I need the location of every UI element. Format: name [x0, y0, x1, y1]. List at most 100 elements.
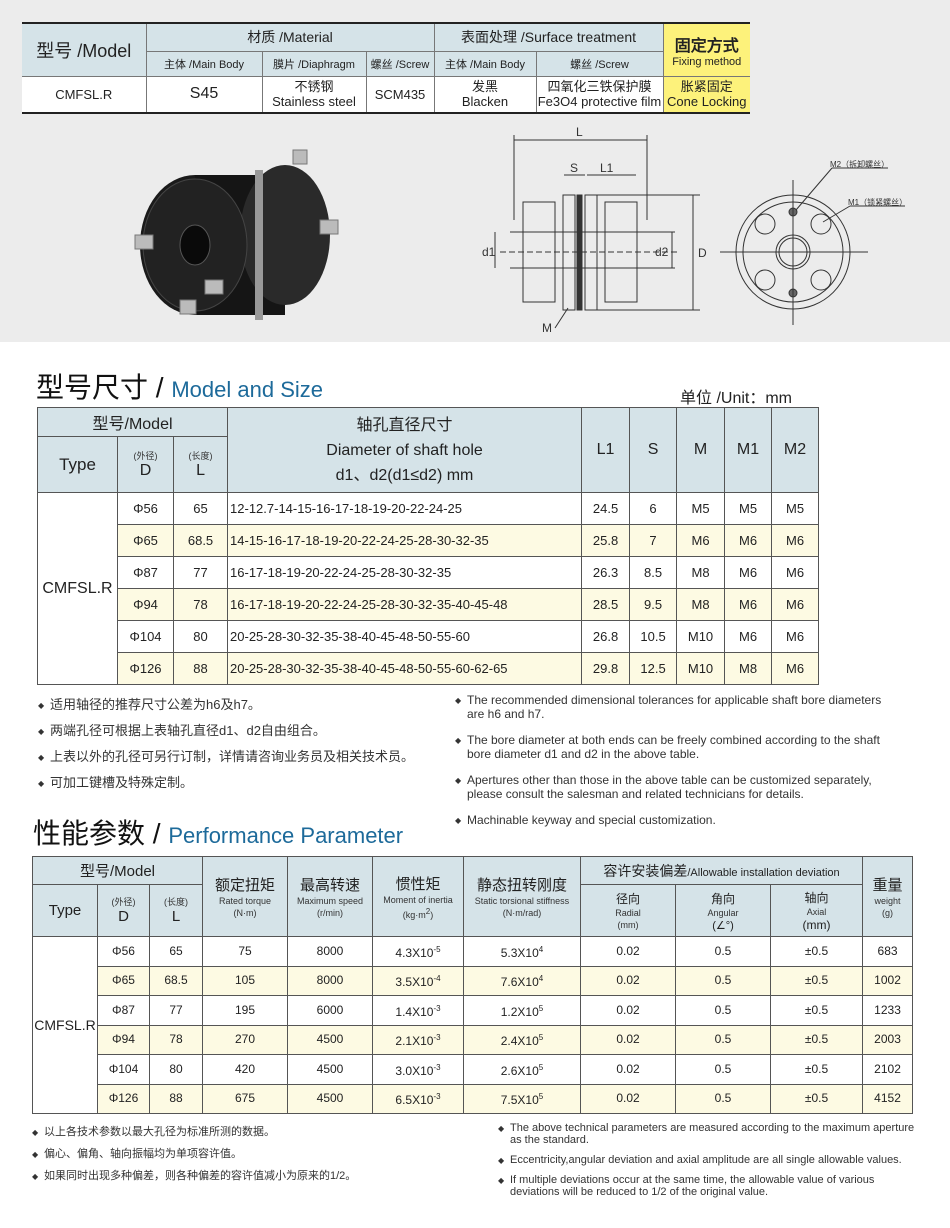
holes-cell: 14-15-16-17-18-19-20-22-24-25-28-30-32-3…: [227, 524, 583, 557]
unit-label: 单位 /Unit：mm: [680, 390, 793, 407]
inertia-mantissa: 3.5X10: [395, 975, 434, 990]
inertia-mantissa: 3.0X10: [395, 1063, 434, 1078]
inertia-exponent: -4: [433, 974, 441, 984]
fixing-value-cn: 胀紧固定: [680, 79, 733, 95]
inertia-exponent: -3: [433, 1092, 441, 1102]
inertia-exponent: -3: [433, 1003, 441, 1013]
radial-cell: 0.02: [580, 936, 676, 967]
radial-cell: 0.02: [580, 965, 676, 996]
perf-notes-cn: 以上各技术参数以最大孔径为标准所测的数据。偏心、偏角、轴向振幅均为单项容许值。如…: [32, 1121, 472, 1188]
weight-cell: 4152: [862, 1083, 914, 1114]
p-h-dev-cn: 容许安装偏差: [603, 862, 688, 879]
p-h-dev: 容许安装偏差/Allowable installation deviation: [579, 856, 864, 885]
p-h-weight-u: (g): [882, 908, 894, 918]
p-h-D-cn: (外径): [111, 897, 136, 907]
p-h-speed-u: (r/min): [317, 908, 343, 918]
weight-cell: 1233: [862, 995, 914, 1026]
p-h-inertia-en: Moment of inertia: [383, 894, 453, 905]
axial-cell: ±0.5: [769, 1024, 864, 1055]
m2-cell: M6: [771, 556, 820, 589]
fixing-value: 胀紧固定 Cone Locking: [662, 75, 750, 114]
m2-cell: M6: [771, 620, 820, 653]
speed-cell: 8000: [287, 965, 373, 996]
s-cell: 7: [629, 524, 678, 557]
p-h-axial-cn: 轴向: [804, 891, 829, 905]
L-cell: 77: [149, 995, 203, 1026]
size-title-cn: 型号尺寸 /: [36, 372, 164, 403]
p-h-torque-en: Rated torque: [218, 896, 272, 906]
p-h-inertia: 惯性矩 Moment of inertia (kg·m2): [372, 856, 464, 937]
stiff-exponent: 4: [538, 944, 544, 954]
p-h-angular: 角向 Angular (∠°): [675, 884, 771, 937]
spec-table: 型号 /Model 材质 /Material 表面处理 /Surface tre…: [22, 22, 750, 114]
size-row: Φ104 80 20-25-28-30-32-35-38-40-45-48-50-5…: [37, 620, 820, 653]
m2-cell: M6: [771, 652, 820, 685]
m-cell: M10: [676, 652, 726, 685]
d-cell: Φ65: [117, 524, 174, 557]
sub-header: 主体 /Main Body: [146, 50, 263, 77]
p-h-radial-cn: 径向: [615, 892, 640, 906]
inertia-exponent: -5: [433, 944, 441, 954]
p-h-speed: 最高转速 Maximum speed (r/min): [287, 856, 373, 937]
L-cell: 65: [149, 936, 203, 967]
note-item: If multiple deviations occur at the same…: [498, 1174, 918, 1198]
L-cell: 80: [149, 1054, 203, 1085]
radial-cell: 0.02: [580, 1054, 676, 1085]
s-cell: 10.5: [629, 620, 678, 653]
p-h-torque-u: (N·m): [233, 908, 257, 918]
note-item: The bore diameter at both ends can be fr…: [455, 733, 895, 761]
m-cell: M8: [676, 588, 726, 621]
dim-L1: L1: [600, 161, 614, 175]
angular-cell: 0.5: [675, 1024, 771, 1055]
p-h-radial-en: Radial: [615, 908, 641, 918]
weight-cell: 2102: [862, 1054, 914, 1085]
holes-cell: 20-25-28-30-32-35-38-40-45-48-50-55-60-6…: [227, 652, 583, 685]
fixing-cn: 固定方式: [674, 37, 739, 55]
sub-header: 螺丝 /Screw: [535, 50, 663, 77]
size-section-title: 型号尺寸 / Model and Size: [36, 366, 323, 406]
dim-L: L: [576, 125, 583, 139]
stiff-cell: 7.6X104: [463, 965, 581, 996]
inertia-cell: 3.0X10-3: [372, 1054, 464, 1085]
p-h-dev-en: /Allowable installation deviation: [687, 866, 840, 879]
torque-cell: 105: [202, 965, 288, 996]
note-item: 适用轴径的推荐尺寸公差为h6及h7。: [38, 692, 438, 719]
h-hole-unit: d1、d2(d1≤d2) mm: [335, 466, 474, 484]
h-hole-cn: 轴孔直径尺寸: [356, 416, 453, 434]
sub-header: 主体 /Main Body: [433, 50, 537, 77]
stiff-cell: 1.2X105: [463, 995, 581, 1026]
holes-cell: 16-17-18-19-20-22-24-25-28-30-32-35-40-4…: [227, 588, 583, 621]
note-item: Machinable keyway and special customizat…: [455, 813, 895, 828]
l1-cell: 26.8: [581, 620, 631, 653]
angular-cell: 0.5: [675, 995, 771, 1026]
stiff-mantissa: 1.2X10: [500, 1004, 539, 1019]
fixing-value-en: Cone Locking: [667, 94, 747, 110]
stiff-exponent: 5: [538, 1062, 544, 1072]
D-cell: Φ56: [97, 936, 150, 967]
label-M2: M2（拆卸螺丝）: [830, 159, 889, 169]
d-cell: Φ126: [117, 652, 174, 685]
stiff-mantissa: 2.6X10: [500, 1063, 539, 1078]
material-header: 材质 /Material: [145, 22, 435, 52]
inertia-cell: 4.3X10-5: [372, 936, 464, 967]
m-cell: M10: [676, 620, 726, 653]
perf-row: CMFSL.R Φ56 65 75 8000 4.3X10-5 5.3X104 0.02 0.5…: [32, 936, 914, 1114]
p-h-weight: 重量 weight (g): [862, 856, 914, 937]
s-cell: 12.5: [629, 652, 678, 685]
perf-row: Φ65 68.5 105 8000 3.5X10-4 7.6X104 0.02 0.5 ±0.5…: [32, 965, 914, 996]
m2-cell: M6: [771, 588, 820, 621]
dim-d1: d1: [482, 245, 496, 259]
p-h-angular-en: Angular: [707, 907, 739, 918]
size-title-en: Model and Size: [171, 377, 323, 402]
m2-cell: M5: [771, 492, 820, 525]
fixing-header: 固定方式 Fixing method: [662, 22, 750, 77]
dim-d2: d2: [655, 245, 669, 259]
angular-cell: 0.5: [675, 965, 771, 996]
d-cell: Φ87: [117, 556, 174, 589]
surface-header: 表面处理 /Surface treatment: [433, 22, 664, 52]
D-cell: Φ87: [97, 995, 150, 1026]
D-cell: Φ104: [97, 1054, 150, 1085]
size-row: CMFSL.R Φ56 65 12-12.7-14-15-16-17-18-19-20…: [37, 492, 820, 685]
p-h-weight-cn: 重量: [872, 877, 903, 894]
p-h-speed-en: Maximum speed: [296, 896, 364, 906]
